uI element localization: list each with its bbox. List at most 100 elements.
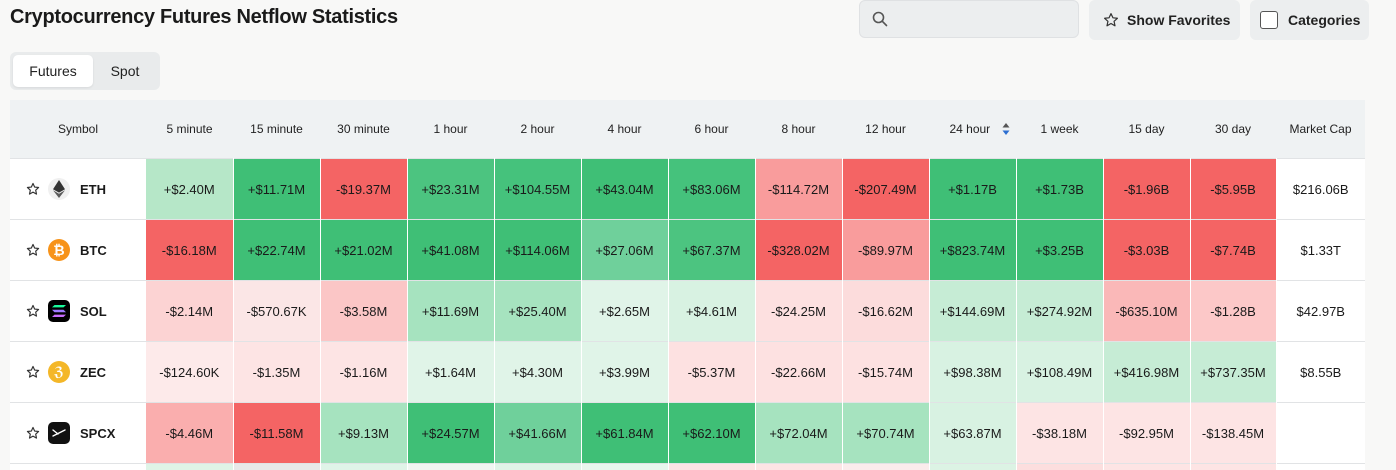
favorite-star-icon[interactable]	[26, 426, 40, 440]
tab-spot[interactable]: Spot	[110, 63, 140, 79]
netflow-cell: +$25.40M	[494, 280, 582, 342]
netflow-cell: -$22.66M	[755, 341, 843, 403]
spacex-icon	[48, 422, 70, 444]
column-header-1w[interactable]: 1 week	[1016, 100, 1103, 159]
netflow-cell: -$92.95M	[1103, 402, 1191, 464]
column-header-1h[interactable]: 1 hour	[407, 100, 494, 159]
symbol-label: BTC	[80, 242, 107, 258]
netflow-cell: -$1.35M	[233, 341, 321, 403]
netflow-cell: +$11.71M	[233, 158, 321, 220]
netflow-cell: -$207.49M	[842, 158, 930, 220]
netflow-cell: +$43.04M	[581, 158, 669, 220]
symbol-label: SPCX	[80, 425, 116, 441]
favorite-star-icon[interactable]	[26, 365, 40, 379]
netflow-cell: -$4.46M	[146, 402, 234, 464]
netflow-cell	[755, 463, 843, 470]
netflow-cell: +$416.98M	[1103, 341, 1191, 403]
page-title: Cryptocurrency Futures Netflow Statistic…	[10, 6, 398, 28]
column-header-24h[interactable]: 24 hour	[929, 100, 1016, 159]
netflow-cell: +$11.69M	[407, 280, 495, 342]
favorite-star-icon[interactable]	[26, 182, 40, 196]
column-header-5m[interactable]: 5 minute	[146, 100, 233, 159]
netflow-cell: -$11.58M	[233, 402, 321, 464]
categories-button[interactable]: Categories	[1250, 0, 1369, 40]
tab-futures[interactable]: Futures	[13, 55, 93, 87]
netflow-cell: +$3.25B	[1016, 219, 1104, 281]
netflow-cell	[929, 463, 1017, 470]
netflow-cell: -$5.95B	[1190, 158, 1277, 220]
column-header-15d[interactable]: 15 day	[1103, 100, 1190, 159]
market-cap-cell	[1276, 463, 1365, 470]
bitcoin-icon: ₿	[48, 239, 70, 261]
symbol-label: ETH	[80, 181, 106, 197]
netflow-cell: -$1.96B	[1103, 158, 1191, 220]
netflow-cell: -$19.37M	[320, 158, 408, 220]
categories-label: Categories	[1288, 12, 1361, 28]
netflow-cell: +$1.17B	[929, 158, 1017, 220]
column-header-6h[interactable]: 6 hour	[668, 100, 755, 159]
netflow-cell	[407, 463, 495, 470]
netflow-cell: +$3.99M	[581, 341, 669, 403]
netflow-cell: -$3.58M	[320, 280, 408, 342]
netflow-cell: +$61.84M	[581, 402, 669, 464]
netflow-cell	[233, 463, 321, 470]
symbol-label: ZEC	[80, 364, 106, 380]
column-header-12h[interactable]: 12 hour	[842, 100, 929, 159]
column-header-30m[interactable]: 30 minute	[320, 100, 407, 159]
netflow-cell	[494, 463, 582, 470]
netflow-cell: -$2.14M	[146, 280, 234, 342]
netflow-cell: +$72.04M	[755, 402, 843, 464]
column-header-2h[interactable]: 2 hour	[494, 100, 581, 159]
star-icon	[1104, 13, 1118, 27]
table-row[interactable]: ℨ ZEC -$124.60K -$1.35M -$1.16M +$1.64M …	[10, 341, 1365, 403]
netflow-cell: -$89.97M	[842, 219, 930, 281]
column-header-24h-label: 24 hour	[949, 121, 991, 136]
market-cap-cell: $42.97B	[1276, 280, 1365, 342]
netflow-cell: +$108.49M	[1016, 341, 1104, 403]
show-favorites-button[interactable]: Show Favorites	[1089, 0, 1240, 40]
netflow-cell: -$1.16M	[320, 341, 408, 403]
column-header-8h[interactable]: 8 hour	[755, 100, 842, 159]
netflow-cell	[668, 463, 756, 470]
favorite-star-icon[interactable]	[26, 304, 40, 318]
netflow-cell: -$7.74B	[1190, 219, 1277, 281]
symbol-cell: ℨ ZEC	[10, 341, 146, 403]
solana-icon	[48, 300, 70, 322]
market-cap-cell	[1276, 402, 1365, 464]
symbol-cell	[10, 463, 146, 470]
netflow-cell	[146, 463, 234, 470]
netflow-cell: +$27.06M	[581, 219, 669, 281]
netflow-cell: +$2.65M	[581, 280, 669, 342]
symbol-cell: ₿ BTC	[10, 219, 146, 281]
column-header-15m[interactable]: 15 minute	[233, 100, 320, 159]
column-header-market-cap[interactable]: Market Cap	[1276, 100, 1365, 159]
column-header-4h[interactable]: 4 hour	[581, 100, 668, 159]
table-row-partial[interactable]	[10, 463, 1365, 470]
netflow-cell: +$1.64M	[407, 341, 495, 403]
categories-checkbox[interactable]	[1260, 11, 1278, 29]
table-row[interactable]: ₿ BTC -$16.18M +$22.74M +$21.02M +$41.08…	[10, 219, 1365, 281]
netflow-cell: +$21.02M	[320, 219, 408, 281]
netflow-cell	[320, 463, 408, 470]
show-favorites-label: Show Favorites	[1127, 12, 1231, 28]
netflow-cell: -$1.28B	[1190, 280, 1277, 342]
column-header-symbol[interactable]: Symbol	[10, 100, 146, 159]
netflow-cell: -$5.37M	[668, 341, 756, 403]
column-header-30d[interactable]: 30 day	[1190, 100, 1276, 159]
netflow-cell: -$3.03B	[1103, 219, 1191, 281]
symbol-cell: SOL	[10, 280, 146, 342]
netflow-cell: +$83.06M	[668, 158, 756, 220]
netflow-cell: +$144.69M	[929, 280, 1017, 342]
table-row[interactable]: ETH +$2.40M +$11.71M -$19.37M +$23.31M +…	[10, 158, 1365, 220]
netflow-cell: +$63.87M	[929, 402, 1017, 464]
netflow-cell: +$4.30M	[494, 341, 582, 403]
search-input[interactable]	[859, 0, 1079, 38]
netflow-cell: -$38.18M	[1016, 402, 1104, 464]
market-cap-cell: $216.06B	[1276, 158, 1365, 220]
favorite-star-icon[interactable]	[26, 243, 40, 257]
symbol-cell: ETH	[10, 158, 146, 220]
netflow-cell: +$1.73B	[1016, 158, 1104, 220]
sort-descending-icon[interactable]	[1002, 122, 1010, 136]
table-row[interactable]: SOL -$2.14M -$570.67K -$3.58M +$11.69M +…	[10, 280, 1365, 342]
table-row[interactable]: SPCX -$4.46M -$11.58M +$9.13M +$24.57M +…	[10, 402, 1365, 464]
